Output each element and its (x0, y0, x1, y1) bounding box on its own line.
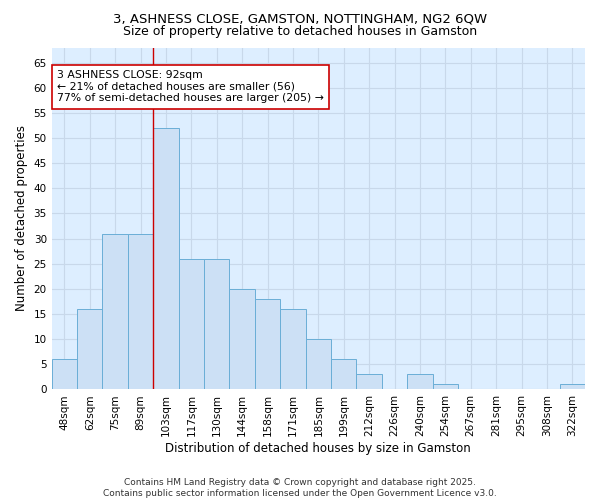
Bar (179, 258, 204, 390)
Bar (204, 258, 229, 390)
Bar (52, 360, 77, 390)
Bar (356, 374, 382, 390)
Bar (77, 309, 103, 390)
Y-axis label: Number of detached properties: Number of detached properties (15, 126, 28, 312)
Bar (331, 360, 356, 390)
Bar (229, 289, 255, 390)
Bar (153, 128, 179, 390)
Bar (407, 374, 433, 390)
Bar (305, 339, 331, 390)
Text: 3, ASHNESS CLOSE, GAMSTON, NOTTINGHAM, NG2 6QW: 3, ASHNESS CLOSE, GAMSTON, NOTTINGHAM, N… (113, 12, 487, 26)
Bar (280, 309, 305, 390)
Bar (560, 384, 585, 390)
Text: 3 ASHNESS CLOSE: 92sqm
← 21% of detached houses are smaller (56)
77% of semi-det: 3 ASHNESS CLOSE: 92sqm ← 21% of detached… (57, 70, 324, 103)
Bar (103, 234, 128, 390)
Bar (433, 384, 458, 390)
Text: Size of property relative to detached houses in Gamston: Size of property relative to detached ho… (123, 25, 477, 38)
Text: Contains HM Land Registry data © Crown copyright and database right 2025.
Contai: Contains HM Land Registry data © Crown c… (103, 478, 497, 498)
Bar (128, 234, 153, 390)
Bar (255, 299, 280, 390)
X-axis label: Distribution of detached houses by size in Gamston: Distribution of detached houses by size … (166, 442, 471, 455)
